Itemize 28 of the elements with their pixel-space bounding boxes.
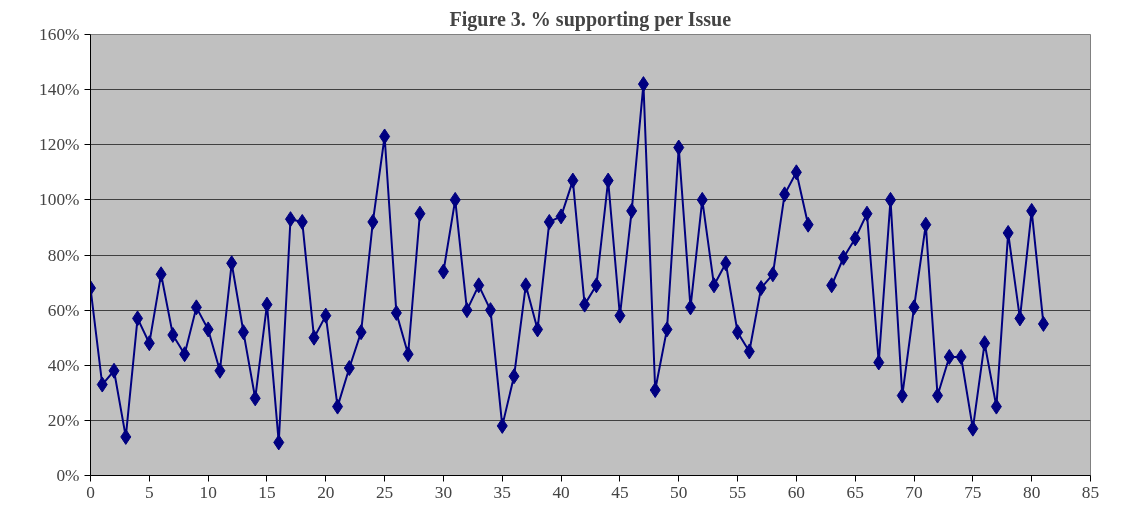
x-tick-label: 10 [199, 482, 217, 502]
x-tick-label: 15 [258, 482, 276, 502]
x-tick-label: 85 [1081, 482, 1100, 502]
y-tick-label: 120% [39, 135, 80, 155]
y-tick-label: 60% [47, 300, 80, 320]
x-tick-label: 35 [493, 482, 511, 502]
x-tick-label: 0 [86, 482, 95, 502]
x-tick-label: 60 [787, 482, 806, 502]
y-tick-label: 140% [39, 80, 80, 100]
x-tick-label: 30 [434, 482, 453, 502]
y-tick-label: 0% [56, 466, 80, 485]
x-tick-label: 75 [964, 482, 982, 502]
chart-title: Figure 3. % supporting per Issue [449, 7, 732, 31]
x-tick-label: 25 [375, 482, 394, 502]
x-tick-label: 55 [728, 482, 747, 502]
y-tick-label: 40% [47, 355, 80, 375]
y-tick-label: 20% [47, 410, 80, 430]
y-tick-label: 100% [39, 190, 80, 210]
x-tick-label: 5 [144, 482, 154, 502]
x-tick-label: 45 [611, 482, 629, 502]
y-tick-label: 160% [39, 25, 80, 44]
x-tick-label: 70 [905, 482, 923, 502]
x-tick-label: 50 [670, 482, 688, 502]
x-tick-label: 40 [552, 482, 570, 502]
x-tick-label: 20 [317, 482, 335, 502]
x-tick-label: 65 [846, 482, 864, 502]
y-tick-label: 80% [47, 245, 80, 265]
x-tick-label: 80 [1023, 482, 1041, 502]
